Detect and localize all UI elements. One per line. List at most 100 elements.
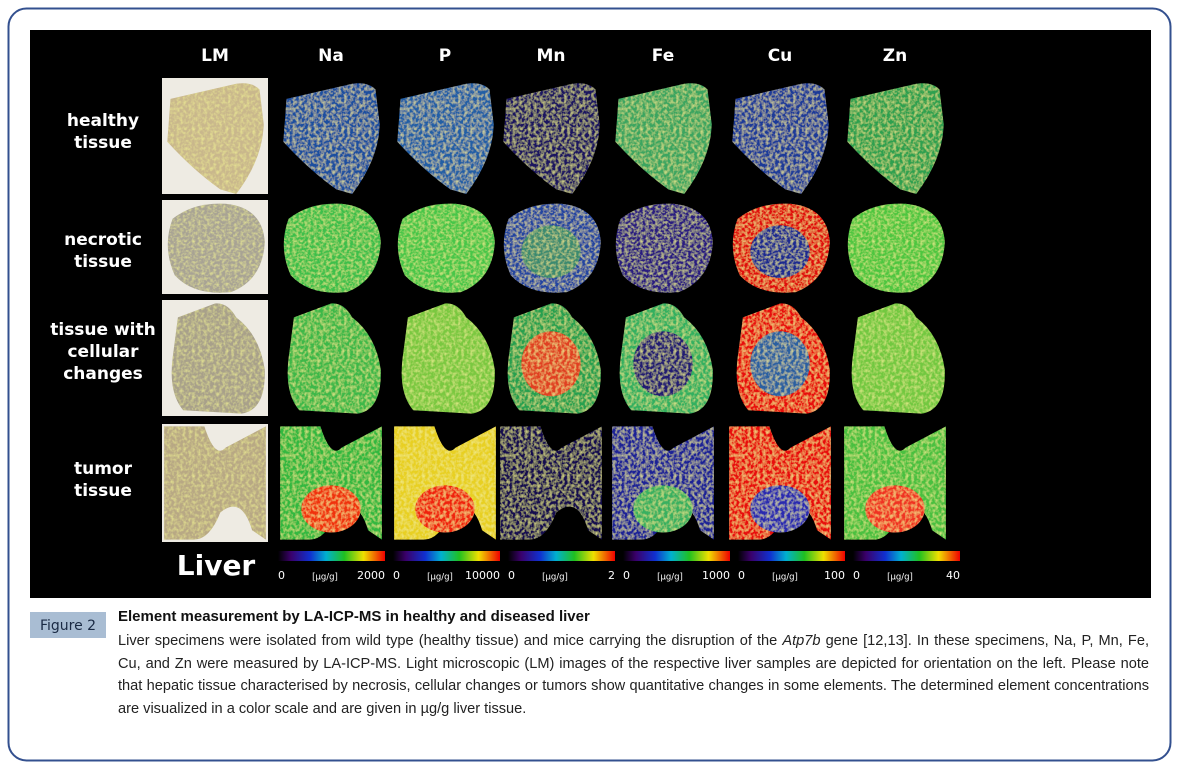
gene-name: Atp7b [782,633,821,649]
column-header: Cu [768,46,793,66]
scale-max: 10000 [465,569,500,582]
row-label: cellular [67,342,139,362]
tissue-image [732,203,830,293]
caption-text: gene [12,13]. In these specimens, Na, P,… [118,633,1149,717]
scale-min: 0 [738,569,745,582]
element-map-region [521,225,581,279]
color-scale [623,551,730,561]
scale-unit: [µg/g] [887,573,913,583]
tissue-image [394,426,496,540]
column-header: Fe [652,46,674,66]
scale-unit: [µg/g] [542,573,568,583]
tissue-image [732,83,829,194]
figure-label-box [30,612,106,638]
scale-max: 2000 [357,569,385,582]
element-map [847,203,945,293]
tissue-image [162,78,268,194]
column-header: Zn [883,46,907,66]
element-map [401,303,495,414]
tissue-image [851,303,945,414]
element-map-region [750,225,810,279]
caption-text: Liver specimens were isolated from wild … [118,633,783,649]
column-header: P [439,46,451,66]
element-map [283,83,380,194]
scale-min: 0 [278,569,285,582]
microscopy-tissue [171,303,265,414]
color-scale [853,551,960,561]
tissue-image [847,203,945,293]
element-map-region [633,485,693,533]
tissue-image [503,203,601,293]
tissue-image [844,426,946,540]
tissue-image [162,300,268,416]
figure-label: Figure 2 [40,618,96,634]
row-label: tumor [74,459,133,479]
element-map-region [750,331,810,397]
element-map-region [415,485,475,533]
organ-label: Liver [177,549,256,582]
tissue-image [500,426,602,540]
tissue-image [283,83,380,194]
tissue-image [612,426,714,540]
frame [7,7,1172,762]
caption-body: Liver specimens were isolated from wild … [118,630,1149,720]
column-header: Na [318,46,344,66]
scale-min: 0 [508,569,515,582]
row-label: tissue with [50,320,156,340]
color-scale [738,551,845,561]
tissue-image [615,83,712,194]
element-map-region [633,331,693,397]
scale-unit: [µg/g] [312,573,338,583]
tissue-image [847,83,944,194]
microscopy-tissue [167,203,265,293]
element-map [503,83,600,194]
scale-unit: [µg/g] [427,573,453,583]
color-scale [278,551,385,561]
scale-max: 2 [608,569,615,582]
tissue-image [503,83,600,194]
scale-unit: [µg/g] [657,573,683,583]
scale-min: 0 [393,569,400,582]
tissue-image [287,303,381,414]
element-map [397,203,495,293]
row-label: healthy [67,111,139,131]
tissue-image [615,203,713,293]
tissue-image [162,200,268,294]
tissue-image [507,303,601,414]
row-label: changes [63,364,143,384]
element-map [500,426,602,540]
scale-min: 0 [623,569,630,582]
element-map-region [301,485,361,533]
tissue-image [280,426,382,540]
element-map [283,203,381,293]
microscopy-tissue [167,83,264,194]
scale-max: 40 [946,569,960,582]
tissue-image [619,303,713,414]
tissue-image [397,203,495,293]
column-header: LM [201,46,229,66]
tissue-image [401,303,495,414]
tissue-image [736,303,830,414]
tissue-image [397,83,494,194]
tissue-image [162,424,268,542]
microscopy-tissue [164,426,266,540]
element-map-region [521,331,581,397]
element-map-region [865,485,925,533]
row-label: tissue [74,252,132,272]
element-map-region [750,485,810,533]
element-map [615,83,712,194]
scale-min: 0 [853,569,860,582]
element-map [615,203,713,293]
caption-title: Element measurement by LA-ICP-MS in heal… [118,608,590,625]
scale-unit: [µg/g] [772,573,798,583]
row-label: necrotic [64,230,142,250]
color-scale [393,551,500,561]
element-map [732,83,829,194]
column-header: Mn [536,46,565,66]
element-map [847,83,944,194]
row-label: tissue [74,133,132,153]
scale-max: 100 [824,569,845,582]
color-scale [508,551,615,561]
element-map [287,303,381,414]
